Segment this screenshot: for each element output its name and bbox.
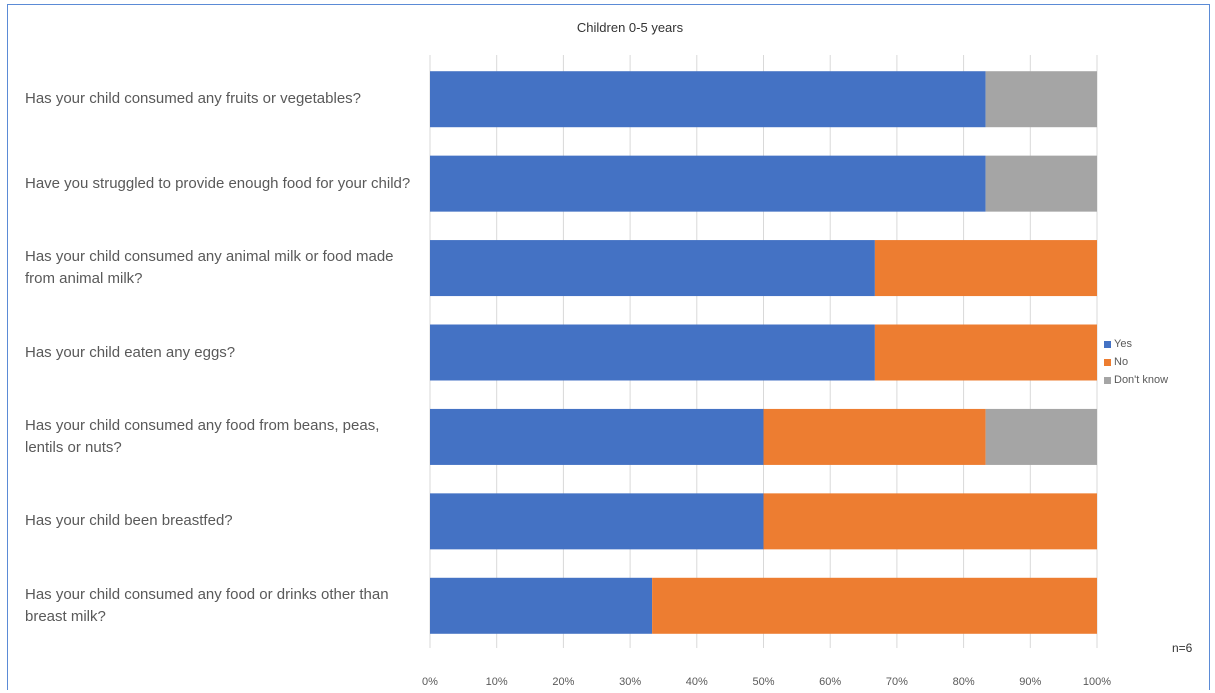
sample-size-annotation: n=6 (1172, 641, 1193, 655)
category-label: Has your child consumed any food from be… (25, 416, 380, 456)
legend-swatch (1104, 376, 1111, 384)
bar-segment (430, 493, 764, 550)
bar-segment (430, 240, 875, 297)
x-tick-label: 90% (1019, 676, 1041, 688)
bar-segment (985, 155, 1097, 212)
category-label: Have you struggled to provide enough foo… (25, 174, 411, 192)
legend: Yes No Don't know (1104, 335, 1168, 389)
chart-frame (7, 4, 1210, 690)
legend-label: Yes (1114, 338, 1132, 350)
x-tick-label: 20% (552, 676, 574, 688)
x-tick-label: 60% (819, 676, 841, 688)
bar-segment (652, 577, 1097, 634)
x-tick-label: 50% (752, 676, 774, 688)
bar-segment (985, 408, 1097, 465)
chart-title: Children 0-5 years (576, 20, 684, 35)
category-label: Has your child consumed any food or drin… (25, 585, 389, 625)
category-label: Has your child consumed any animal milk … (25, 248, 394, 288)
legend-label: Don't know (1114, 374, 1169, 386)
bar-segment (763, 493, 1097, 550)
bar-segment (430, 577, 653, 634)
bar-segment (763, 408, 986, 465)
bar-segment (430, 155, 986, 212)
x-tick-label: 80% (953, 676, 975, 688)
x-tick-label: 30% (619, 676, 641, 688)
legend-item: Yes (1104, 335, 1168, 353)
x-tick-label: 100% (1083, 676, 1111, 688)
x-tick-label: 70% (886, 676, 908, 688)
legend-item: Don't know (1104, 371, 1168, 389)
bar-segment (985, 71, 1097, 128)
bar-segment (874, 240, 1097, 297)
legend-label: No (1114, 356, 1129, 368)
legend-swatch (1104, 340, 1111, 348)
category-label: Has your child eaten any eggs? (25, 343, 236, 361)
legend-swatch (1104, 358, 1111, 366)
x-tick-label: 40% (686, 676, 708, 688)
bar-segment (430, 324, 875, 381)
bar-segment (430, 408, 764, 465)
bar-segment (430, 71, 986, 128)
bar-segment (874, 324, 1097, 381)
x-tick-label: 10% (486, 676, 508, 688)
category-label: Has your child consumed any fruits or ve… (25, 90, 362, 108)
legend-item: No (1104, 353, 1168, 371)
x-tick-label: 0% (422, 676, 438, 688)
category-label: Has your child been breastfed? (25, 512, 233, 530)
